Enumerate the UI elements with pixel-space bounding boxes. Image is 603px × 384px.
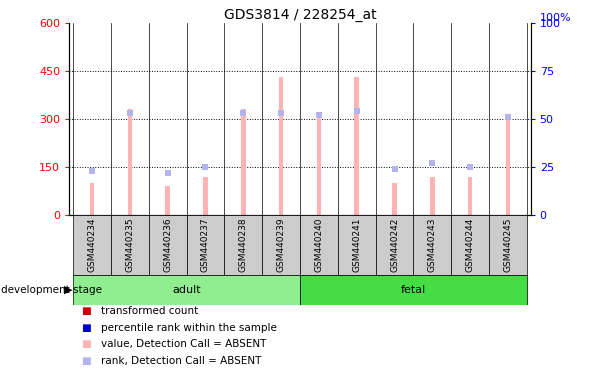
Text: rank, Detection Call = ABSENT: rank, Detection Call = ABSENT — [101, 356, 261, 366]
Text: GSM440241: GSM440241 — [352, 218, 361, 272]
Text: GSM440234: GSM440234 — [87, 218, 96, 272]
Bar — [414, 215, 451, 275]
Bar — [468, 177, 472, 215]
Text: development stage: development stage — [1, 285, 101, 295]
Bar — [392, 183, 397, 215]
Bar — [165, 186, 170, 215]
Bar — [73, 215, 111, 275]
Text: ■: ■ — [81, 306, 91, 316]
Bar — [489, 215, 527, 275]
Bar — [111, 215, 149, 275]
Text: ■: ■ — [81, 339, 91, 349]
Bar — [300, 275, 527, 305]
Bar — [149, 215, 186, 275]
Text: GSM440237: GSM440237 — [201, 217, 210, 272]
Text: GSM440236: GSM440236 — [163, 217, 172, 272]
Text: ▶: ▶ — [64, 285, 72, 295]
Text: GSM440242: GSM440242 — [390, 218, 399, 272]
Text: 100%: 100% — [540, 13, 572, 23]
Text: GSM440245: GSM440245 — [504, 218, 513, 272]
Text: GSM440244: GSM440244 — [466, 218, 475, 272]
Text: GSM440239: GSM440239 — [277, 217, 286, 272]
Bar — [317, 116, 321, 215]
Bar — [279, 78, 283, 215]
Bar — [241, 109, 245, 215]
Title: GDS3814 / 228254_at: GDS3814 / 228254_at — [224, 8, 376, 22]
Bar — [128, 109, 132, 215]
Bar — [355, 78, 359, 215]
Bar — [224, 215, 262, 275]
Bar — [338, 215, 376, 275]
Text: GSM440238: GSM440238 — [239, 217, 248, 272]
Text: GSM440235: GSM440235 — [125, 217, 134, 272]
Text: ■: ■ — [81, 356, 91, 366]
Bar — [430, 177, 435, 215]
Text: ■: ■ — [81, 323, 91, 333]
Text: GSM440243: GSM440243 — [428, 218, 437, 272]
Bar — [506, 118, 510, 215]
Bar — [90, 183, 94, 215]
Text: adult: adult — [172, 285, 201, 295]
Text: fetal: fetal — [401, 285, 426, 295]
Bar — [203, 177, 207, 215]
Bar — [376, 215, 414, 275]
Bar — [73, 275, 300, 305]
Text: GSM440240: GSM440240 — [314, 218, 323, 272]
Bar — [451, 215, 489, 275]
Text: percentile rank within the sample: percentile rank within the sample — [101, 323, 277, 333]
Bar — [300, 215, 338, 275]
Bar — [186, 215, 224, 275]
Bar — [262, 215, 300, 275]
Text: transformed count: transformed count — [101, 306, 198, 316]
Text: value, Detection Call = ABSENT: value, Detection Call = ABSENT — [101, 339, 266, 349]
